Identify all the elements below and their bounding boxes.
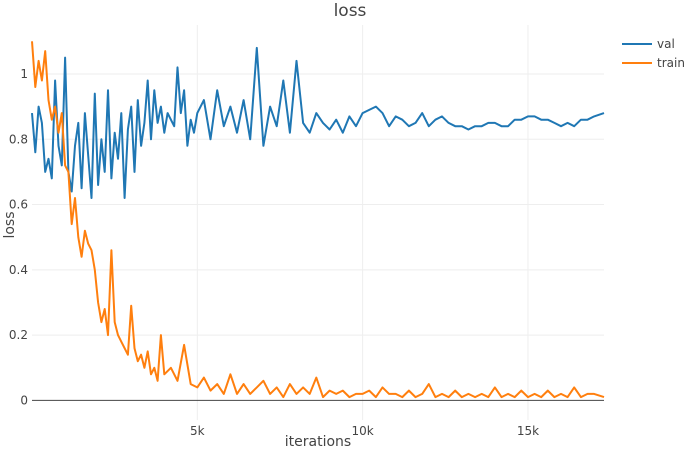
x-tick-labels: 5k 10k 15k [190,424,539,438]
x-tick-label: 10k [352,424,374,438]
y-tick-label: 1 [20,67,28,81]
plot-background [32,25,604,420]
x-tick-label: 15k [517,424,539,438]
x-gridlines [196,25,529,420]
series-layer [31,41,605,399]
legend-item-val[interactable]: val [622,37,675,51]
legend[interactable]: val train [622,37,685,70]
y-tick-label: 0 [20,393,28,407]
legend-item-train[interactable]: train [622,56,685,70]
legend-label-train: train [657,56,685,70]
x-tick-label: 5k [190,424,205,438]
x-axis-title: iterations [285,434,351,450]
series-train [31,41,605,399]
series-line-val [31,46,605,199]
y-axis-title: loss [2,211,18,238]
y-tick-label: 0.2 [9,328,28,342]
chart-title: loss [334,1,367,21]
y-tick-label: 0.8 [9,132,28,146]
legend-label-val: val [657,37,675,51]
y-tick-labels: 0 0.2 0.4 0.6 0.8 1 [9,67,28,407]
y-tick-label: 0.6 [9,198,28,212]
series-line-train [31,41,605,399]
y-tick-label: 0.4 [9,263,28,277]
series-val [31,46,605,199]
